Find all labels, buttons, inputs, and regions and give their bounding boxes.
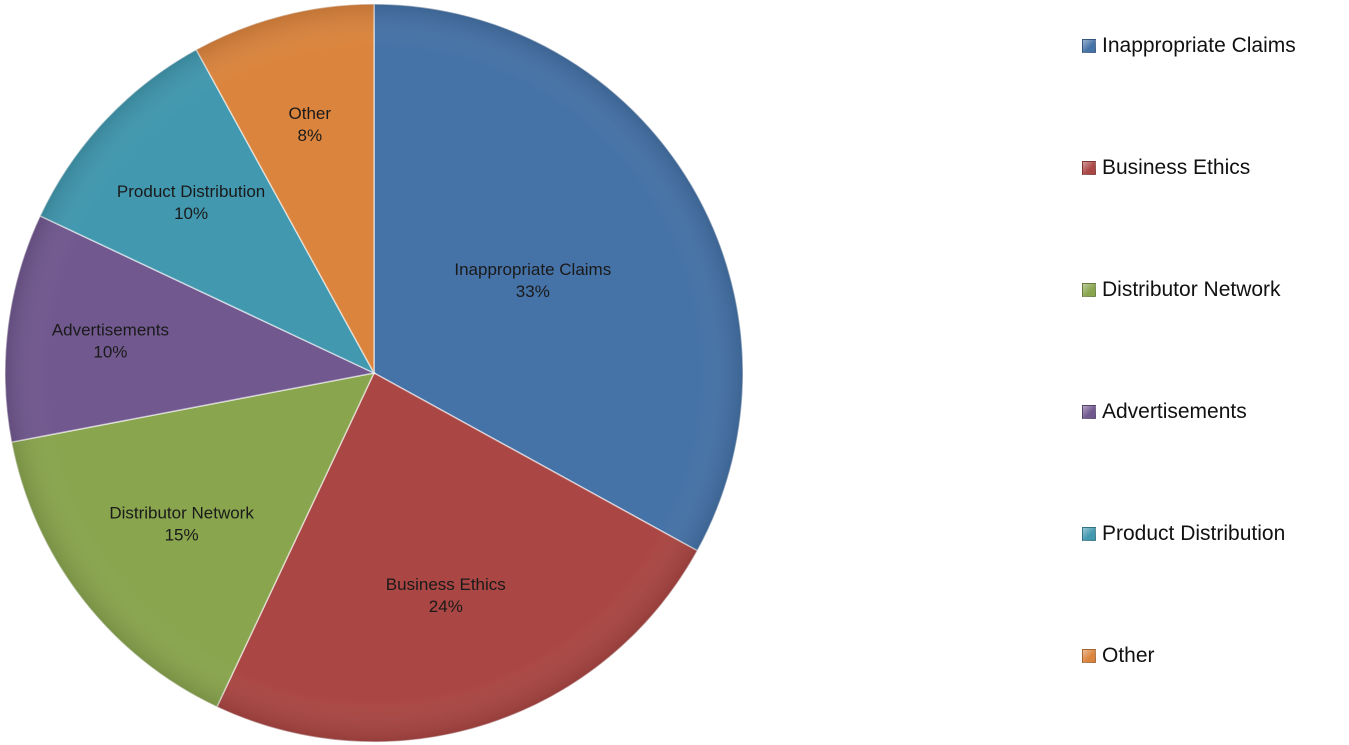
data-label-distributor-network: Distributor Network 15% (109, 503, 254, 544)
legend-label: Advertisements (1102, 400, 1247, 423)
legend-label: Inappropriate Claims (1102, 34, 1296, 57)
data-label-value: 10% (93, 343, 127, 362)
legend-label: Business Ethics (1102, 156, 1251, 179)
data-label-category: Advertisements (52, 321, 169, 340)
data-label-product-distribution: Product Distribution 10% (117, 182, 265, 223)
legend-item-business-ethics: Business Ethics (1082, 154, 1250, 182)
legend-swatch (1082, 161, 1096, 175)
pie-chart: Inappropriate Claims 33% Business Ethics 24… (4, 3, 744, 743)
data-label-category: Business Ethics (386, 575, 506, 594)
legend-swatch (1082, 39, 1096, 53)
data-label-value: 24% (429, 597, 463, 616)
data-label-inappropriate-claims: Inappropriate Claims 33% (454, 260, 611, 301)
data-label-value: 10% (174, 204, 208, 223)
data-label-value: 8% (298, 126, 323, 145)
legend-swatch (1082, 405, 1096, 419)
data-label-advertisements: Advertisements 10% (52, 321, 169, 362)
legend-label: Distributor Network (1102, 278, 1281, 301)
data-label-value: 33% (516, 282, 550, 301)
data-label-value: 15% (165, 525, 199, 544)
data-label-category: Product Distribution (117, 182, 265, 201)
legend-label: Other (1102, 644, 1155, 667)
legend-item-advertisements: Advertisements (1082, 398, 1247, 426)
legend-swatch (1082, 283, 1096, 297)
pie-labels: Inappropriate Claims 33% Business Ethics 24… (52, 104, 611, 616)
data-label-category: Other (289, 104, 332, 123)
legend-item-other: Other (1082, 642, 1155, 670)
data-label-category: Distributor Network (109, 503, 254, 522)
data-label-category: Inappropriate Claims (454, 260, 611, 279)
legend-item-inappropriate-claims: Inappropriate Claims (1082, 32, 1296, 60)
legend-swatch (1082, 649, 1096, 663)
legend-item-distributor-network: Distributor Network (1082, 276, 1281, 304)
data-label-other: Other 8% (289, 104, 332, 145)
data-label-business-ethics: Business Ethics 24% (386, 575, 506, 616)
pie-slices (4, 3, 744, 743)
legend-item-product-distribution: Product Distribution (1082, 520, 1285, 548)
legend-swatch (1082, 527, 1096, 541)
legend-label: Product Distribution (1102, 522, 1286, 545)
